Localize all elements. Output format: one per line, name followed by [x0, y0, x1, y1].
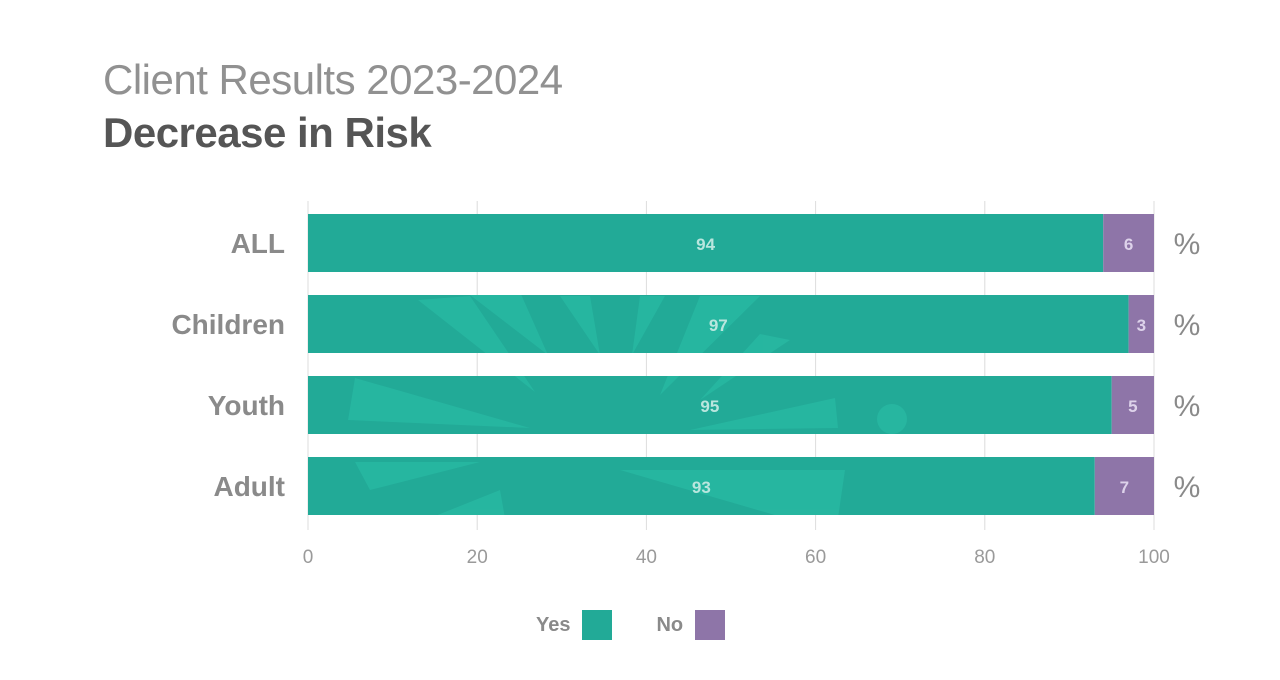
- legend-yes-swatch: [582, 610, 613, 640]
- category-label: Youth: [208, 390, 285, 421]
- data-label-no: 7: [1120, 478, 1129, 497]
- unit-label: %: [1174, 471, 1201, 504]
- x-tick-label: 20: [467, 547, 488, 568]
- watermark-shape: [620, 470, 845, 515]
- bar-no: [1111, 376, 1154, 434]
- legend-no-label: No: [656, 613, 684, 636]
- data-label-no: 3: [1137, 316, 1146, 335]
- watermark-shape: [430, 490, 505, 515]
- bar-no: [1094, 457, 1154, 515]
- bar-no: [1128, 295, 1154, 353]
- x-tick-label: 100: [1138, 547, 1170, 568]
- unit-label: %: [1174, 309, 1201, 342]
- data-label-yes: 94: [696, 235, 715, 254]
- legend-no-swatch: [695, 610, 726, 640]
- watermark-shape: [355, 462, 480, 490]
- legend: Yes No: [536, 610, 726, 640]
- bar-no: [1103, 214, 1154, 272]
- x-tick-label: 40: [636, 547, 657, 568]
- unit-label: %: [1174, 228, 1201, 261]
- category-label: Children: [171, 309, 285, 340]
- data-label-no: 5: [1128, 397, 1137, 416]
- watermark-shape: [690, 398, 838, 430]
- category-label: Adult: [213, 471, 285, 502]
- x-tick-label: 0: [303, 547, 314, 568]
- watermark-shape: [348, 378, 530, 428]
- watermark-shape: [470, 292, 548, 355]
- stacked-bar-chart: 0 20 40 60 80 100 ALL 94 6 % Children 97 3 % Youth 95 5%…: [171, 201, 1201, 568]
- data-label-yes: 95: [700, 397, 719, 416]
- x-tick-label: 60: [805, 547, 826, 568]
- category-label: ALL: [231, 228, 285, 259]
- data-label-yes: 93: [692, 478, 711, 497]
- data-label-no: 6: [1124, 235, 1133, 254]
- watermark-shape: [560, 296, 600, 355]
- chart-subtitle: Decrease in Risk: [103, 109, 432, 156]
- watermark-shape: [632, 296, 665, 355]
- data-label-yes: 97: [709, 316, 728, 335]
- legend-yes-label: Yes: [536, 613, 571, 636]
- unit-label: %: [1174, 390, 1201, 423]
- x-tick-label: 80: [974, 547, 995, 568]
- chart-title: Client Results 2023-2024: [103, 56, 563, 103]
- watermark-dot: [877, 404, 907, 434]
- bar-yes: [308, 214, 1104, 272]
